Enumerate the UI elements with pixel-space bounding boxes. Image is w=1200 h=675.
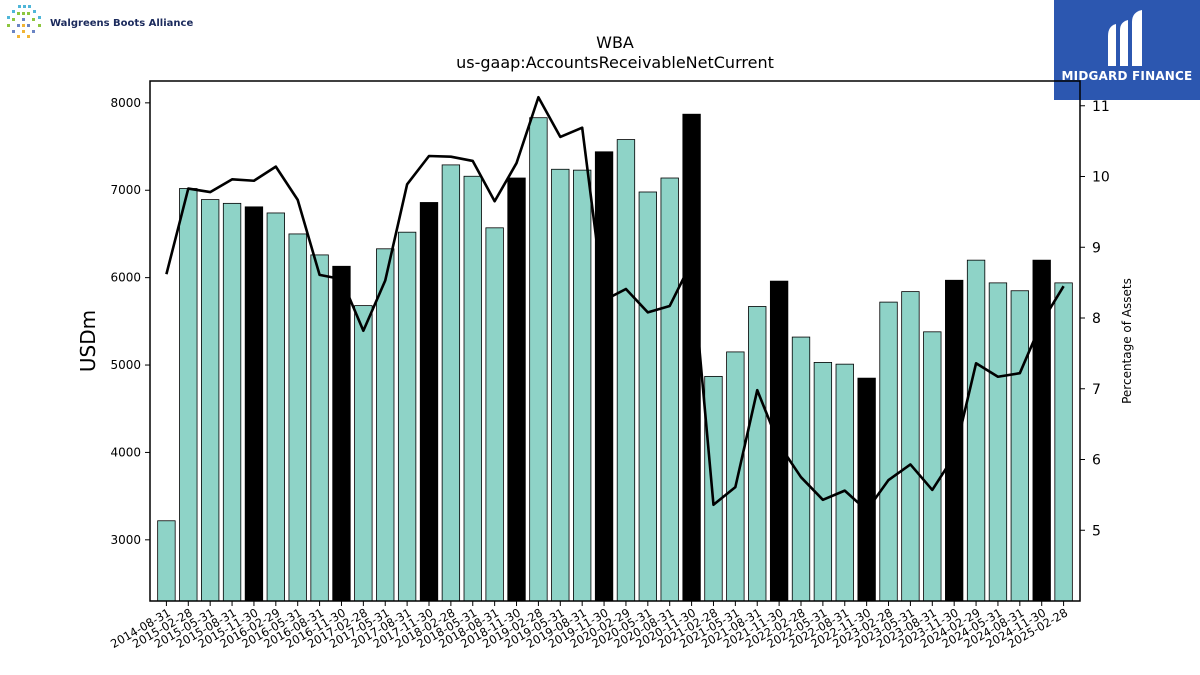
bar-2020-11-30 <box>682 113 701 602</box>
bar-2020-08-31 <box>660 177 679 602</box>
bar-2018-08-31 <box>485 227 504 602</box>
y2-tick-label: 8 <box>1092 311 1101 327</box>
bar-2018-05-31 <box>463 175 482 602</box>
bar-2016-02-29 <box>266 212 285 602</box>
y2-axis-label: Percentage of Assets <box>1120 278 1134 404</box>
plot-frame <box>149 80 1081 602</box>
bar-2016-08-31 <box>310 254 329 602</box>
y-tick-label: 4000 <box>110 445 141 459</box>
bar-2024-08-31 <box>1010 290 1029 602</box>
bar-2024-02-29 <box>966 259 986 602</box>
company-logo: Walgreens Boots Alliance <box>4 4 193 42</box>
bar-2016-05-31 <box>288 233 307 602</box>
bar-2015-08-31 <box>222 202 242 602</box>
bar-2018-02-28 <box>441 164 461 602</box>
bar-2015-02-28 <box>179 188 198 602</box>
bar-2016-11-30 <box>332 265 351 602</box>
company-logo-icon <box>7 5 41 38</box>
bar-2020-05-31 <box>638 191 657 602</box>
bar-2017-02-28 <box>354 305 373 602</box>
bar-2017-05-31 <box>376 248 395 602</box>
y-axis-label: USDm <box>76 310 100 372</box>
y-tick-label: 7000 <box>110 183 141 197</box>
bar-2022-05-31 <box>813 362 833 602</box>
bar-2014-08-31 <box>157 520 176 602</box>
bar-2017-08-31 <box>397 231 417 602</box>
bar-2017-11-30 <box>419 202 439 602</box>
bar-2022-11-30 <box>857 377 876 602</box>
percentage-line <box>165 95 1065 512</box>
line-group <box>165 95 1065 512</box>
bars-group <box>157 113 1073 602</box>
bar-2015-11-30 <box>244 206 264 602</box>
y2-tick-label: 9 <box>1092 240 1101 256</box>
y2-tick-label: 7 <box>1092 382 1101 398</box>
bar-2022-08-31 <box>835 363 854 602</box>
brand-name: MIDGARD FINANCE <box>1061 69 1193 83</box>
bar-2019-02-28 <box>529 117 548 602</box>
y2-tick-label: 11 <box>1092 99 1110 115</box>
axes-group: 3000400050006000700080005678910112014-08… <box>108 80 1110 651</box>
y-tick-label: 3000 <box>110 533 141 547</box>
midgard-logo-icon <box>1108 10 1142 66</box>
bar-2024-05-31 <box>988 282 1008 602</box>
y2-tick-label: 10 <box>1092 170 1110 186</box>
brand-logo: MIDGARD FINANCE <box>1054 0 1200 100</box>
bar-2021-02-28 <box>704 375 723 602</box>
bar-2020-02-29 <box>616 139 636 602</box>
chart-title: WBA <box>596 33 634 52</box>
bar-2023-02-28 <box>879 301 898 602</box>
bar-2023-11-30 <box>945 279 964 602</box>
company-logo-text: Walgreens Boots Alliance <box>50 17 194 29</box>
y-tick-label: 5000 <box>110 358 141 372</box>
bar-2019-11-30 <box>594 151 614 602</box>
bar-2015-05-31 <box>201 199 220 602</box>
bar-2023-08-31 <box>923 331 942 602</box>
y2-tick-label: 5 <box>1092 523 1101 539</box>
bar-2021-05-31 <box>726 351 745 602</box>
bar-2021-08-31 <box>748 306 767 602</box>
bar-2023-05-31 <box>901 291 920 602</box>
bar-2019-05-31 <box>551 168 570 602</box>
y-tick-label: 8000 <box>110 96 141 110</box>
bar-2019-08-31 <box>573 169 592 602</box>
bar-2018-11-30 <box>507 177 526 602</box>
chart-subtitle: us-gaap:AccountsReceivableNetCurrent <box>456 53 774 72</box>
y2-tick-label: 6 <box>1092 453 1101 469</box>
y-tick-label: 6000 <box>110 271 141 285</box>
bar-2025-02-28 <box>1054 282 1073 602</box>
bar-2021-11-30 <box>769 280 789 602</box>
